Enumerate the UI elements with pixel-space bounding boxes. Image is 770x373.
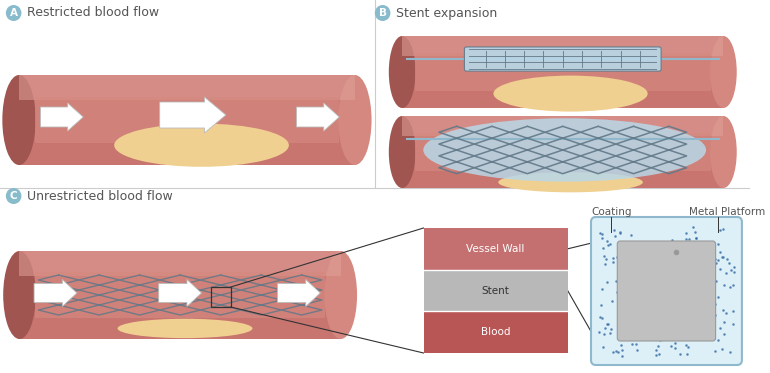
Bar: [19, 75, 355, 100]
Polygon shape: [296, 103, 340, 131]
Ellipse shape: [6, 5, 22, 21]
Polygon shape: [40, 103, 83, 131]
Ellipse shape: [710, 116, 737, 188]
Text: A: A: [10, 8, 18, 18]
Text: C: C: [10, 191, 18, 201]
Bar: [424, 270, 567, 311]
Ellipse shape: [389, 116, 416, 188]
Text: Vessel Wall: Vessel Wall: [467, 244, 525, 254]
Text: Stent expansion: Stent expansion: [397, 6, 497, 19]
FancyBboxPatch shape: [464, 47, 661, 71]
Bar: [402, 36, 723, 108]
Text: Restricted blood flow: Restricted blood flow: [27, 6, 159, 19]
Ellipse shape: [375, 5, 390, 21]
Text: B: B: [379, 8, 387, 18]
Text: Unrestricted blood flow: Unrestricted blood flow: [27, 189, 173, 203]
Ellipse shape: [2, 75, 35, 165]
Ellipse shape: [389, 36, 416, 108]
Bar: [415, 133, 711, 171]
Bar: [415, 53, 711, 91]
Ellipse shape: [424, 118, 706, 182]
Text: Blood: Blood: [480, 327, 511, 337]
Polygon shape: [277, 279, 320, 307]
Ellipse shape: [3, 251, 35, 339]
Bar: [402, 116, 723, 136]
Ellipse shape: [324, 251, 357, 339]
Text: Coating: Coating: [591, 207, 631, 217]
Bar: [402, 36, 723, 56]
Bar: [211, 287, 231, 307]
Ellipse shape: [118, 319, 253, 338]
Text: Metal Platform: Metal Platform: [689, 207, 765, 217]
Ellipse shape: [6, 188, 22, 204]
Bar: [19, 75, 355, 165]
Bar: [35, 97, 339, 143]
Ellipse shape: [494, 76, 648, 112]
Ellipse shape: [338, 75, 372, 165]
Bar: [35, 272, 326, 318]
Bar: [19, 251, 341, 339]
Polygon shape: [159, 97, 226, 133]
FancyBboxPatch shape: [618, 241, 715, 341]
Bar: [402, 116, 723, 188]
Text: Stent: Stent: [482, 285, 510, 295]
Polygon shape: [159, 279, 202, 307]
Bar: [19, 251, 341, 276]
Ellipse shape: [710, 36, 737, 108]
Ellipse shape: [114, 123, 289, 167]
Polygon shape: [34, 279, 77, 307]
FancyBboxPatch shape: [591, 217, 742, 365]
Bar: [424, 311, 567, 353]
Bar: [424, 228, 567, 270]
Ellipse shape: [498, 172, 643, 192]
